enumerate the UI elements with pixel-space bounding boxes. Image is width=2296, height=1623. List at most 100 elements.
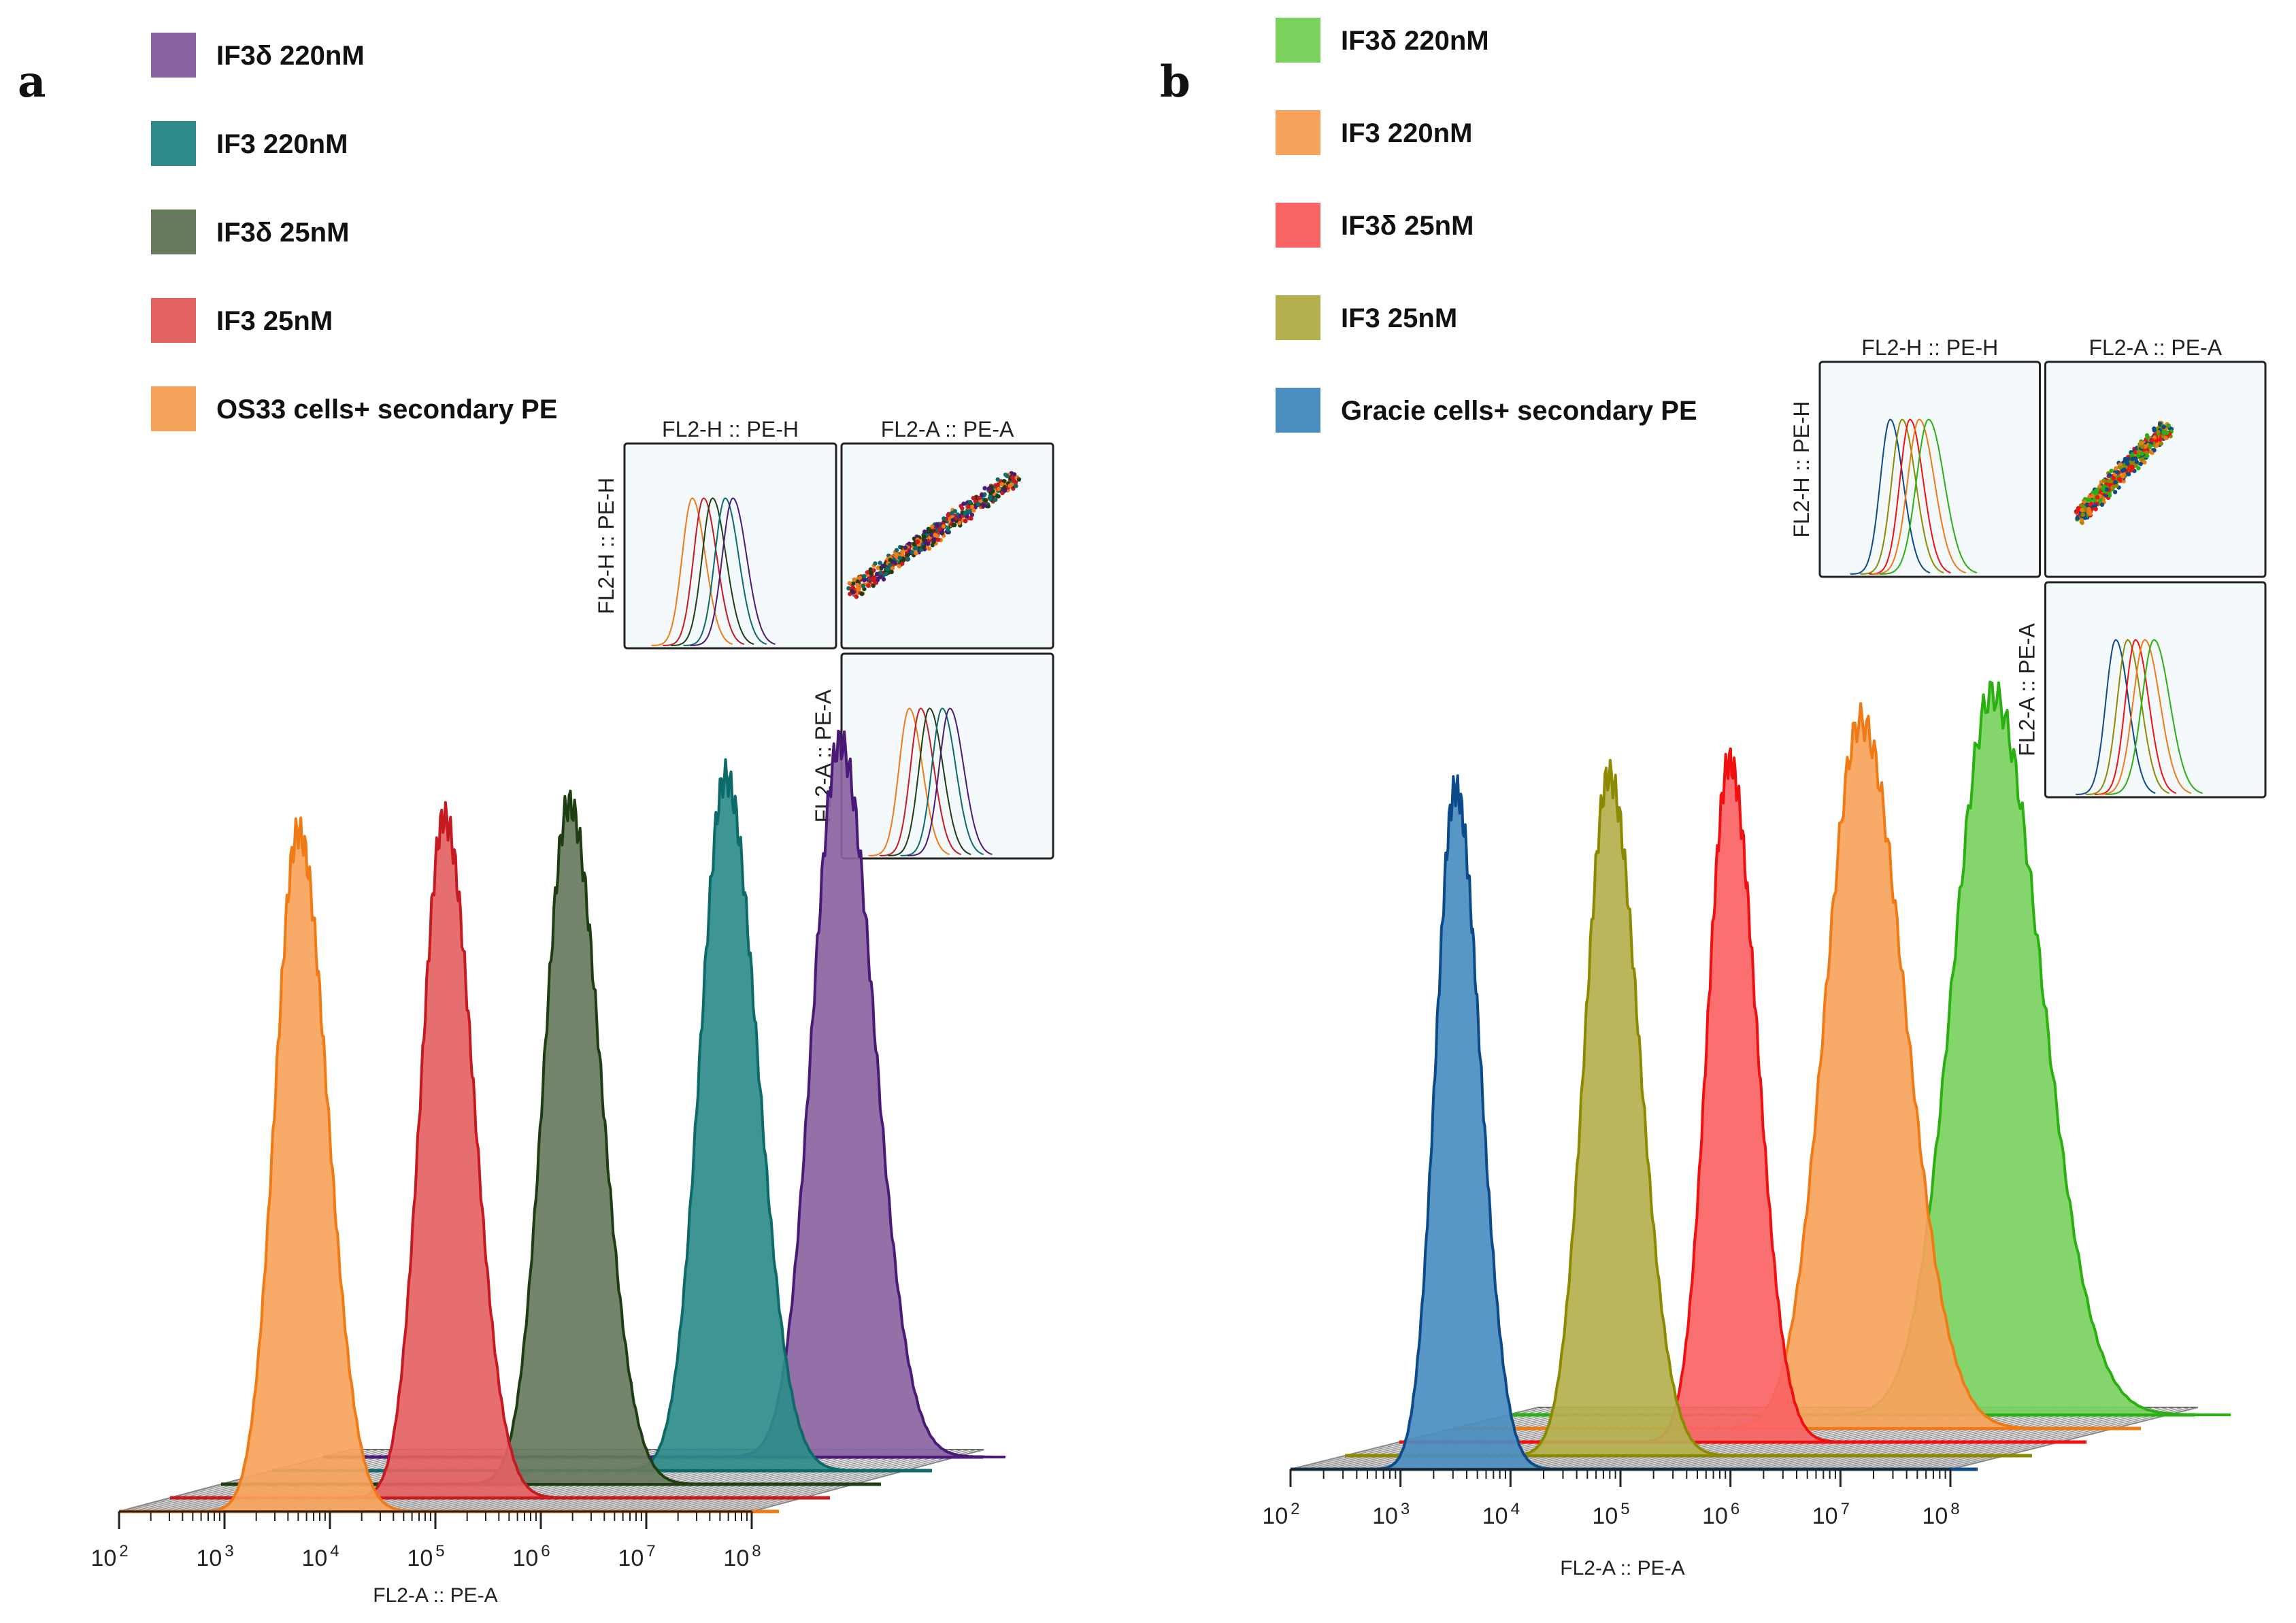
inset-scatter-point [2136, 466, 2141, 471]
inset-scatter-point [2126, 456, 2131, 462]
x-tick-label: 10 7 [618, 1542, 655, 1571]
inset-scatter-point [887, 563, 893, 568]
inset-scatter-point [942, 516, 946, 521]
inset-scatter-point [897, 564, 901, 569]
floor-hatch [1913, 1407, 2162, 1470]
floor-hatch [681, 1449, 914, 1512]
inset-scatter-point [885, 567, 890, 571]
inset-scatter-point [986, 504, 991, 509]
inset-scatter-point [907, 541, 912, 546]
floor-hatch [1796, 1407, 2044, 1470]
inset-scatter-point [2114, 469, 2120, 474]
legend-label: IF3 25nM [216, 306, 333, 336]
floor-hatch [1818, 1407, 2067, 1470]
inset-scatter-point [2138, 461, 2143, 467]
inset-plot-frame [840, 652, 1054, 860]
histogram-series [157, 816, 439, 1513]
inset-scatter-point [2152, 448, 2157, 452]
inset-row-label: FL2-H :: PE-H [594, 478, 618, 614]
inset-scatter-point [897, 556, 902, 560]
inset-scatter-point [2087, 497, 2092, 503]
inset-row-label: FL2-A :: PE-A [2015, 623, 2040, 756]
legend-swatch [151, 386, 196, 431]
legend-swatch [151, 298, 196, 343]
floor-hatch [1847, 1407, 2096, 1470]
inset-scatter-point [2084, 502, 2090, 507]
x-tick-label: 10 8 [1922, 1500, 1959, 1529]
floor-hatch [1906, 1407, 2154, 1470]
inset-scatter-point [2098, 498, 2103, 503]
inset-scatter-point [881, 577, 886, 582]
x-tick-label: 10 3 [196, 1542, 233, 1571]
legend-item: IF3 220nM [151, 121, 348, 166]
floor-hatch [744, 1449, 978, 1512]
inset-scatter-point [910, 550, 915, 555]
floor-hatch [1854, 1407, 2103, 1470]
inset-scatter-point [855, 579, 860, 584]
inset-scatter-point [982, 503, 986, 508]
inset-scatter-point [993, 497, 998, 502]
inset-scatter-point [966, 504, 971, 509]
inset-scatter-point [1014, 484, 1018, 488]
inset-scatter-point [996, 486, 1001, 491]
inset-histogram-line [900, 707, 984, 856]
inset-scatter-point [2134, 459, 2139, 465]
inset-scatter-point [2101, 478, 2106, 483]
inset-histogram-line [2075, 639, 2156, 795]
panel-b-x-axis: 10 2 10 3 10 4 10 5 10 6 10 7 10 8 [1262, 1468, 1960, 1529]
legend-item: IF3δ 25nM [1276, 203, 1474, 248]
inset-scatter-point [2133, 450, 2138, 454]
legend-label: IF3δ 25nM [1341, 211, 1474, 241]
inset-scatter-point [969, 504, 974, 509]
inset-scatter-point [960, 506, 965, 511]
inset-scatter-point [850, 585, 856, 590]
legend-swatch [1276, 203, 1320, 248]
inset-scatter-point [2090, 493, 2095, 499]
inset-scatter-point [2112, 490, 2118, 495]
inset-scatter-point [941, 524, 946, 529]
inset-histogram-line [2085, 639, 2169, 795]
inset-scatter-point [2161, 424, 2166, 429]
floor-hatch [695, 1449, 928, 1512]
legend-label: IF3δ 220nM [1341, 26, 1489, 56]
legend-item: IF3δ 220nM [1276, 18, 1489, 63]
inset-scatter-point [951, 522, 956, 528]
inset-scatter-point [905, 556, 911, 562]
inset-scatter-point [2148, 444, 2152, 448]
inset-scatter-point [986, 486, 992, 491]
inset-scatter-point [900, 561, 905, 566]
inset-column-title: FL2-A :: PE-A [2089, 335, 2222, 360]
inset-scatter-point [969, 512, 975, 517]
inset-scatter-point [937, 526, 942, 531]
x-tick-label: 10 2 [1262, 1500, 1299, 1529]
inset-scatter-point [873, 580, 878, 585]
inset-scatter-point [999, 482, 1004, 487]
inset-scatter-point [854, 595, 859, 599]
floor-hatch [723, 1449, 956, 1512]
x-tick-label: 10 4 [1482, 1500, 1520, 1529]
inset-scatter-point [926, 541, 931, 546]
legend-swatch [151, 33, 196, 78]
inset-scatter-point [921, 545, 927, 550]
inset-scatter-point [905, 552, 911, 557]
inset-scatter-point [913, 546, 918, 551]
inset-scatter-point [971, 508, 976, 513]
inset-scatter-point [963, 511, 967, 516]
floor-hatch [646, 1449, 879, 1512]
inset-scatter-point [2099, 502, 2105, 507]
inset-scatter-point [979, 492, 984, 498]
inset-scatter-point [2088, 502, 2093, 507]
legend-item: Gracie cells+ secondary PE [1276, 388, 1697, 433]
inset-scatter-point [971, 496, 976, 501]
inset-column-title: FL2-H :: PE-H [1861, 335, 1998, 360]
inset-scatter-point [851, 590, 856, 595]
inset-scatter-point [950, 518, 956, 522]
legend-label: IF3 220nM [216, 129, 348, 159]
inset-scatter-point [950, 511, 954, 516]
panel-b: b IF3δ 220nM IF3 220nM IF3δ 25nM IF3 25nM Gr… [1160, 18, 2267, 1579]
inset-scatter-point [889, 569, 894, 574]
inset-plot-frame [2044, 361, 2267, 578]
inset-scatter-point [2080, 507, 2084, 513]
inset-scatter-point [862, 578, 867, 583]
